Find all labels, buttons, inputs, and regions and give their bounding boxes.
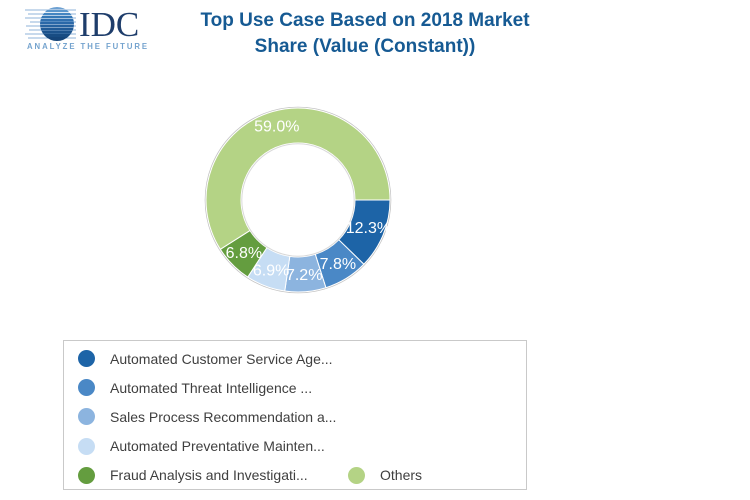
- idc-tagline-text: ANALYZE THE FUTURE: [27, 42, 149, 50]
- legend-item-others[interactable]: Others: [334, 466, 423, 484]
- donut-slice-value-label-5: 59.0%: [254, 119, 299, 136]
- legend-row: Automated Threat Intelligence ...: [64, 373, 526, 402]
- striped-globe-icon: [40, 7, 74, 41]
- idc-brand-text: IDC: [79, 5, 139, 44]
- donut-slice-value-label-4: 6.8%: [226, 245, 262, 262]
- legend-row: Automated Preventative Mainten...: [64, 432, 526, 461]
- legend-item-label: Fraud Analysis and Investigati...: [110, 467, 308, 484]
- idc-logo: IDC ANALYZE THE FUTURE: [24, 4, 160, 51]
- donut-outer-rim: [204, 106, 392, 294]
- idc-logo-graphic: IDC ANALYZE THE FUTURE: [25, 5, 149, 51]
- donut-slice-5[interactable]: [205, 107, 391, 250]
- donut-inner-rim: [241, 143, 355, 257]
- legend-item-label: Others: [380, 467, 423, 484]
- legend-item-sales-process-recommendation[interactable]: Sales Process Recommendation a...: [64, 408, 337, 426]
- legend-item-automated-customer-service[interactable]: Automated Customer Service Age...: [64, 350, 333, 368]
- legend-item-fraud-analysis[interactable]: Fraud Analysis and Investigati...: [64, 466, 334, 484]
- legend-item-label: Automated Customer Service Age...: [110, 350, 333, 367]
- legend-item-automated-threat-intelligence[interactable]: Automated Threat Intelligence ...: [64, 379, 313, 397]
- legend-row: Automated Customer Service Age...: [64, 344, 526, 373]
- legend-marker-icon: [78, 379, 95, 397]
- page-title-line1: Top Use Case Based on 2018 Market: [200, 10, 530, 31]
- donut-chart: 12.3% 7.8% 7.2% 6.9% 6.8% 59.0%: [170, 85, 426, 315]
- legend-item-label: Sales Process Recommendation a...: [110, 408, 337, 425]
- legend-marker-icon: [78, 350, 95, 368]
- legend-item-label: Automated Preventative Mainten...: [110, 438, 325, 455]
- legend-marker-icon: [78, 466, 95, 484]
- donut-slice-value-label-0: 12.3%: [346, 220, 391, 237]
- legend-item-label: Automated Threat Intelligence ...: [110, 379, 313, 396]
- legend-marker-icon: [348, 466, 365, 484]
- legend-marker-icon: [78, 437, 95, 455]
- donut-slice-value-label-2: 7.2%: [286, 267, 322, 284]
- page-title: Top Use Case Based on 2018 Market Share …: [155, 8, 575, 60]
- chart-legend: Automated Customer Service Age... Automa…: [63, 340, 527, 490]
- legend-row: Fraud Analysis and Investigati... Others: [64, 461, 526, 490]
- donut-slice-value-label-1: 7.8%: [320, 256, 356, 273]
- donut-slice-value-label-3: 6.9%: [253, 263, 289, 280]
- page-title-line2: Share (Value (Constant)): [254, 36, 476, 57]
- legend-row: Sales Process Recommendation a...: [64, 402, 526, 431]
- legend-marker-icon: [78, 408, 95, 426]
- legend-item-automated-preventative-maintenance[interactable]: Automated Preventative Mainten...: [64, 437, 325, 455]
